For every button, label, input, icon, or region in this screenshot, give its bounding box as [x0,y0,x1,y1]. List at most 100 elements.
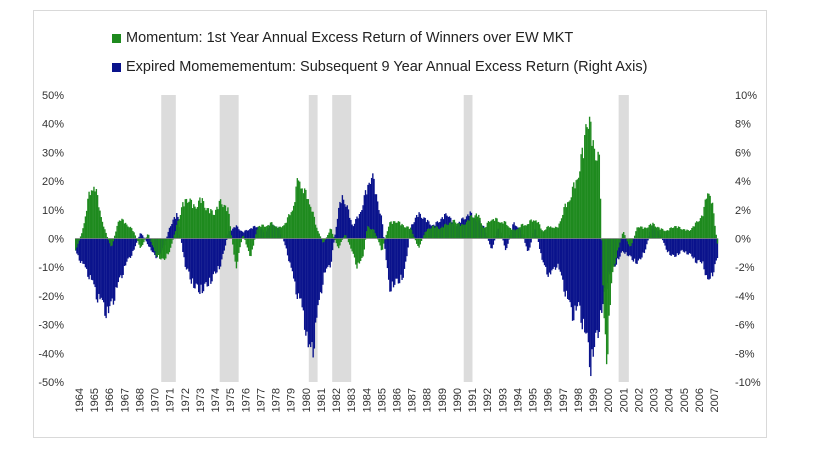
momentum-bar [275,226,278,239]
momentum-bar [387,226,390,239]
expired-momentum-bar [324,238,327,273]
momentum-bar [118,220,121,239]
momentum-bar [292,205,295,239]
momentum-bar [252,238,255,246]
expired-momentum-bar [579,238,581,306]
momentum-bar [537,221,540,239]
expired-momentum-bar [551,238,553,271]
momentum-bar [109,238,111,244]
momentum-bar [709,195,711,239]
expired-momentum-bar [591,238,593,350]
momentum-bar [595,160,597,239]
momentum-bar [123,223,126,239]
expired-momentum-bar [596,238,598,331]
momentum-bar [535,220,537,239]
momentum-bar [627,238,630,245]
expired-momentum-bar [538,238,541,249]
momentum-bar [278,226,280,239]
momentum-bar [205,210,207,239]
expired-momentum-bar [394,238,396,285]
momentum-bar [112,238,115,242]
expired-momentum-bar [694,238,697,263]
momentum-bar [279,226,281,239]
expired-momentum-bar [105,238,107,319]
momentum-bar [498,222,501,239]
momentum-bar [274,226,277,239]
momentum-bar [319,236,322,239]
momentum-bar [241,236,244,239]
momentum-bar [383,238,385,244]
momentum-bar [699,218,702,239]
momentum-bar [341,238,344,240]
expired-momentum-bar [566,238,569,300]
expired-momentum-bar [396,238,398,279]
momentum-bar [425,231,428,239]
expired-momentum-bar [693,238,696,258]
expired-momentum-bar [711,238,714,277]
expired-momentum-bar [590,238,592,377]
momentum-bar [329,228,331,239]
left-axis-tick-label: 30% [42,147,64,159]
momentum-bar [340,238,342,242]
expired-momentum-bar [312,238,314,358]
momentum-bar [570,197,573,239]
expired-momentum-bar [126,238,128,262]
left-axis-tick-label: 20% [42,176,64,188]
expired-momentum-bar [252,226,255,239]
expired-momentum-bar [150,238,152,251]
momentum-bar [566,202,569,239]
expired-momentum-bar [619,238,621,257]
momentum-bar [450,221,452,239]
momentum-bar [559,221,562,239]
momentum-bar [573,182,575,239]
expired-momentum-bar [489,238,491,245]
momentum-bar [420,238,423,241]
momentum-bar [191,208,194,239]
x-axis-tick-label: 1966 [104,388,116,412]
momentum-bar [324,238,327,240]
momentum-bar [188,201,190,239]
expired-momentum-bar [367,184,369,239]
expired-momentum-bar [395,238,397,279]
momentum-bar [182,202,184,239]
momentum-bar [415,238,418,244]
expired-momentum-bar [100,238,102,298]
momentum-bar [565,207,568,239]
momentum-bar [702,216,704,239]
momentum-bar [532,220,535,239]
momentum-bar [215,209,217,239]
expired-momentum-bar [351,224,353,239]
momentum-bar [615,238,618,258]
momentum-bar [377,238,379,240]
momentum-bar [500,222,502,239]
expired-momentum-bar [374,194,376,239]
expired-momentum-bar [247,230,250,239]
expired-momentum-bar [642,238,644,253]
momentum-bar [458,223,460,239]
expired-momentum-bar [230,230,233,239]
momentum-bar [479,217,481,239]
momentum-bar [89,195,91,239]
expired-momentum-bar [87,238,89,277]
expired-momentum-bar [576,238,579,307]
left-axis-tick-label: 10% [42,205,64,217]
momentum-bar [543,230,546,239]
expired-momentum-bar [286,238,289,256]
momentum-bar [453,219,456,239]
momentum-bar [536,222,538,239]
momentum-bar [294,202,296,239]
momentum-bar [193,204,195,239]
expired-momentum-bar [106,238,109,307]
momentum-bar [370,229,373,239]
momentum-bar [714,225,716,239]
expired-momentum-bar [406,238,408,257]
momentum-bar [470,215,473,239]
expired-momentum-bar [345,206,347,239]
expired-momentum-bar [146,238,149,245]
expired-momentum-bar [672,238,675,255]
expired-momentum-bar [525,238,527,247]
momentum-bar [156,238,158,257]
momentum-bar [587,128,590,239]
momentum-bar [113,235,116,239]
expired-momentum-bar [627,238,630,257]
